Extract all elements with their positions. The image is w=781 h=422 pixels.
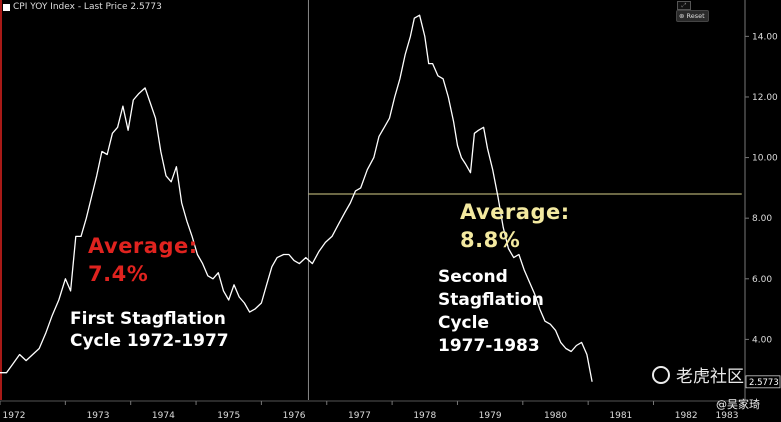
cpi-series-line xyxy=(0,14,593,382)
x-tick-label: 1978 xyxy=(413,411,436,421)
watermark: 老虎社区 xyxy=(652,362,744,387)
zoom-toggle-icon[interactable]: ⤢ xyxy=(677,1,691,10)
x-tick-label: 1981 xyxy=(609,411,632,421)
x-tick-label: 1973 xyxy=(87,411,110,421)
x-tick-label: 1972 xyxy=(3,411,26,421)
second-cycle-line4: 1977-1983 xyxy=(438,336,540,356)
x-tick-label: 1979 xyxy=(479,411,502,421)
y-tick-label: 14.00 xyxy=(752,32,778,42)
x-tick-label: 1975 xyxy=(217,411,240,421)
legend-label: CPI YOY Index - Last Price 2.5773 xyxy=(13,2,162,12)
second-average-value: 8.8% xyxy=(460,228,521,252)
first-average-value: 7.4% xyxy=(88,262,149,286)
second-cycle-line3: Cycle xyxy=(438,313,489,333)
reset-button[interactable]: ⊛ Reset xyxy=(676,10,709,22)
last-price-tag xyxy=(745,375,781,389)
last-price-label: 2.5773 xyxy=(749,378,779,388)
watermark-handle: @吴家琦 xyxy=(716,398,760,411)
x-tick-label: 1977 xyxy=(348,411,371,421)
x-tick-label: 1983 xyxy=(716,411,739,421)
first-cycle-line2: Cycle 1972-1977 xyxy=(70,331,229,351)
x-tick-label: 1982 xyxy=(675,411,698,421)
y-tick-label: 12.00 xyxy=(752,93,778,103)
first-cycle-line1: First Stagflation xyxy=(70,309,226,329)
x-tick-label: 1976 xyxy=(283,411,306,421)
y-tick-label: 8.00 xyxy=(752,214,772,224)
chart-legend: CPI YOY Index - Last Price 2.5773 xyxy=(3,2,162,12)
x-tick-label: 1974 xyxy=(152,411,175,421)
tiger-logo-icon xyxy=(652,365,670,384)
second-cycle-line2: Stagflation xyxy=(438,290,544,310)
second-average-label: Average: xyxy=(460,200,570,224)
y-tick-label: 4.00 xyxy=(752,335,772,345)
first-average-label: Average: xyxy=(88,234,198,258)
chart-controls: ⤢ ⊛ Reset xyxy=(676,0,709,22)
legend-swatch xyxy=(3,3,10,11)
watermark-text: 老虎社区 xyxy=(676,367,744,387)
second-cycle-line1: Second xyxy=(438,267,508,287)
y-tick-label: 10.00 xyxy=(752,154,778,164)
reset-label: Reset xyxy=(686,12,705,20)
x-tick-label: 1980 xyxy=(544,411,567,421)
y-tick-label: 6.00 xyxy=(752,275,772,285)
